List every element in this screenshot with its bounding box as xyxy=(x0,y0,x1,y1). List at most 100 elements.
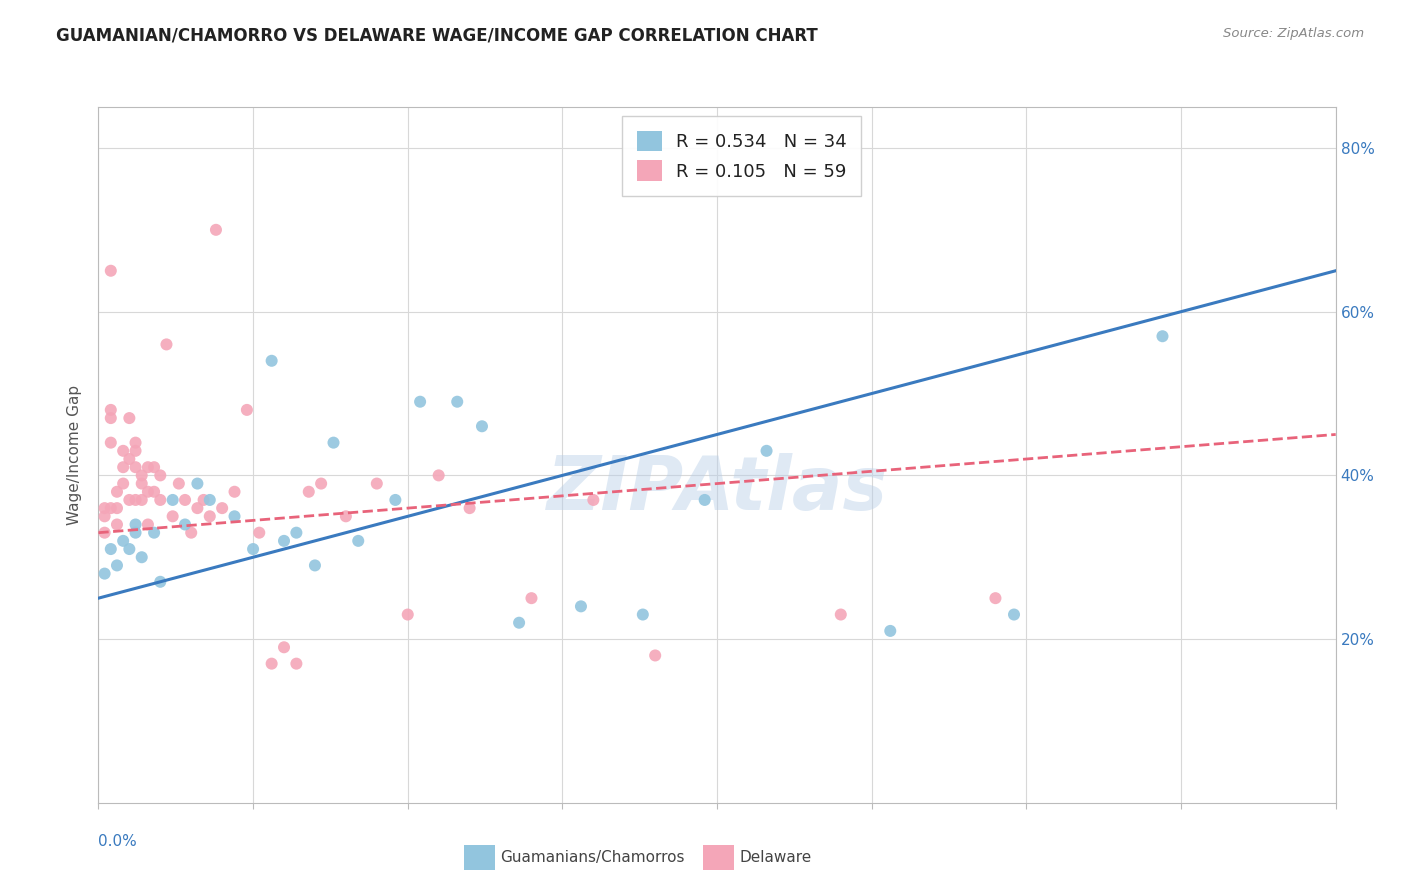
Text: Source: ZipAtlas.com: Source: ZipAtlas.com xyxy=(1223,27,1364,40)
Point xyxy=(211,501,233,516)
Point xyxy=(149,492,172,507)
Point xyxy=(830,607,852,622)
Point xyxy=(124,517,146,532)
Point xyxy=(186,476,208,491)
Point xyxy=(471,419,494,434)
Point xyxy=(396,607,419,622)
Point xyxy=(100,435,122,450)
Point xyxy=(112,533,135,548)
Point xyxy=(458,501,481,516)
Point xyxy=(105,558,128,573)
Point xyxy=(247,525,270,540)
Point xyxy=(93,566,115,581)
Point xyxy=(285,657,308,671)
Point xyxy=(224,509,246,524)
Point xyxy=(631,607,654,622)
Point xyxy=(124,435,146,450)
Point xyxy=(143,484,166,499)
Point xyxy=(105,484,128,499)
Point xyxy=(143,525,166,540)
Point xyxy=(131,550,153,565)
Point xyxy=(124,492,146,507)
Point xyxy=(1152,329,1174,343)
Point xyxy=(124,443,146,458)
Point xyxy=(100,542,122,557)
Point xyxy=(100,403,122,417)
Point xyxy=(112,460,135,475)
Y-axis label: Wage/Income Gap: Wage/Income Gap xyxy=(67,384,83,525)
Point xyxy=(167,476,190,491)
Point xyxy=(879,624,901,638)
Point xyxy=(131,492,153,507)
Point xyxy=(124,460,146,475)
Point xyxy=(427,468,450,483)
Point xyxy=(105,501,128,516)
Legend: R = 0.534   N = 34, R = 0.105   N = 59: R = 0.534 N = 34, R = 0.105 N = 59 xyxy=(621,116,862,195)
Text: 0.0%: 0.0% xyxy=(98,834,138,849)
Point xyxy=(1002,607,1025,622)
Point xyxy=(298,484,321,499)
Point xyxy=(118,411,141,425)
Point xyxy=(105,517,128,532)
Point xyxy=(112,443,135,458)
Point xyxy=(273,533,295,548)
Point xyxy=(520,591,543,606)
Point xyxy=(224,484,246,499)
Point xyxy=(174,492,197,507)
Point xyxy=(984,591,1007,606)
Point xyxy=(180,525,202,540)
Point xyxy=(186,501,208,516)
Point xyxy=(304,558,326,573)
Point xyxy=(347,533,370,548)
Point xyxy=(409,394,432,409)
Point xyxy=(162,509,184,524)
Point xyxy=(242,542,264,557)
Point xyxy=(149,468,172,483)
Point xyxy=(273,640,295,655)
Point xyxy=(118,492,141,507)
Point xyxy=(93,509,115,524)
Point xyxy=(193,492,215,507)
Point xyxy=(508,615,530,630)
Text: GUAMANIAN/CHAMORRO VS DELAWARE WAGE/INCOME GAP CORRELATION CHART: GUAMANIAN/CHAMORRO VS DELAWARE WAGE/INCO… xyxy=(56,27,818,45)
Point xyxy=(644,648,666,663)
Point xyxy=(755,443,778,458)
Point xyxy=(260,657,283,671)
Point xyxy=(118,542,141,557)
Point xyxy=(100,264,122,278)
Point xyxy=(582,492,605,507)
Point xyxy=(118,452,141,467)
Point xyxy=(335,509,357,524)
Point xyxy=(149,574,172,589)
Point xyxy=(131,476,153,491)
Point xyxy=(198,509,221,524)
Point xyxy=(309,476,332,491)
Point xyxy=(136,484,159,499)
Text: Delaware: Delaware xyxy=(740,850,811,864)
Point xyxy=(205,223,228,237)
Point xyxy=(285,525,308,540)
Point xyxy=(112,476,135,491)
Point xyxy=(131,468,153,483)
Point xyxy=(136,517,159,532)
Point xyxy=(693,492,716,507)
Text: Guamanians/Chamorros: Guamanians/Chamorros xyxy=(501,850,685,864)
Point xyxy=(236,403,259,417)
Point xyxy=(143,460,166,475)
Point xyxy=(260,353,283,368)
Point xyxy=(155,337,177,351)
Point xyxy=(366,476,388,491)
Text: ZIPAtlas: ZIPAtlas xyxy=(547,453,887,526)
Point xyxy=(384,492,406,507)
Point xyxy=(124,525,146,540)
Point xyxy=(322,435,344,450)
Point xyxy=(93,501,115,516)
Point xyxy=(569,599,592,614)
Point xyxy=(198,492,221,507)
Point xyxy=(100,501,122,516)
Point xyxy=(174,517,197,532)
Point xyxy=(162,492,184,507)
Point xyxy=(100,411,122,425)
Point xyxy=(93,525,115,540)
Point xyxy=(136,460,159,475)
